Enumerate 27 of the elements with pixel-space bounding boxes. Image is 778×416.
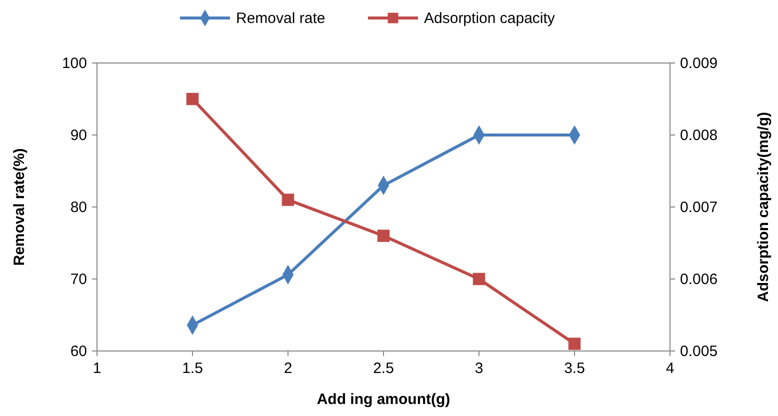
point — [282, 194, 294, 206]
x-tick-label: 4 — [666, 360, 674, 377]
x-tick-label: 2 — [284, 360, 292, 377]
legend-label: Removal rate — [236, 10, 326, 27]
y2-tick-label: 0.005 — [680, 343, 718, 360]
legend-label: Adsorption capacity — [424, 10, 556, 27]
y-tick-label: 80 — [70, 199, 87, 216]
y-axis-title: Removal rate(%) — [11, 148, 28, 266]
x-tick-label: 1.5 — [182, 360, 203, 377]
x-tick-label: 3 — [474, 360, 484, 377]
point — [377, 230, 390, 242]
y-tick-label: 70 — [70, 271, 87, 288]
point — [186, 92, 199, 106]
y2-tick-label: 0.009 — [680, 55, 718, 72]
point — [472, 272, 486, 286]
y-tick-label: 100 — [62, 55, 87, 72]
y2-tick-label: 0.006 — [680, 271, 718, 288]
x-axis-title: Add ing amount(g) — [316, 391, 450, 408]
y2-tick-label: 0.007 — [680, 199, 718, 216]
y-tick-label: 90 — [70, 127, 87, 144]
y2-axis-title: Adsorption capacity(mg/g) — [755, 112, 772, 302]
point — [568, 338, 581, 350]
y-tick-label: 60 — [70, 343, 87, 360]
x-tick-label: 1 — [92, 360, 102, 377]
x-tick-label: 3.5 — [564, 360, 585, 377]
y2-tick-label: 0.008 — [680, 127, 718, 144]
x-tick-label: 2.5 — [373, 360, 394, 377]
